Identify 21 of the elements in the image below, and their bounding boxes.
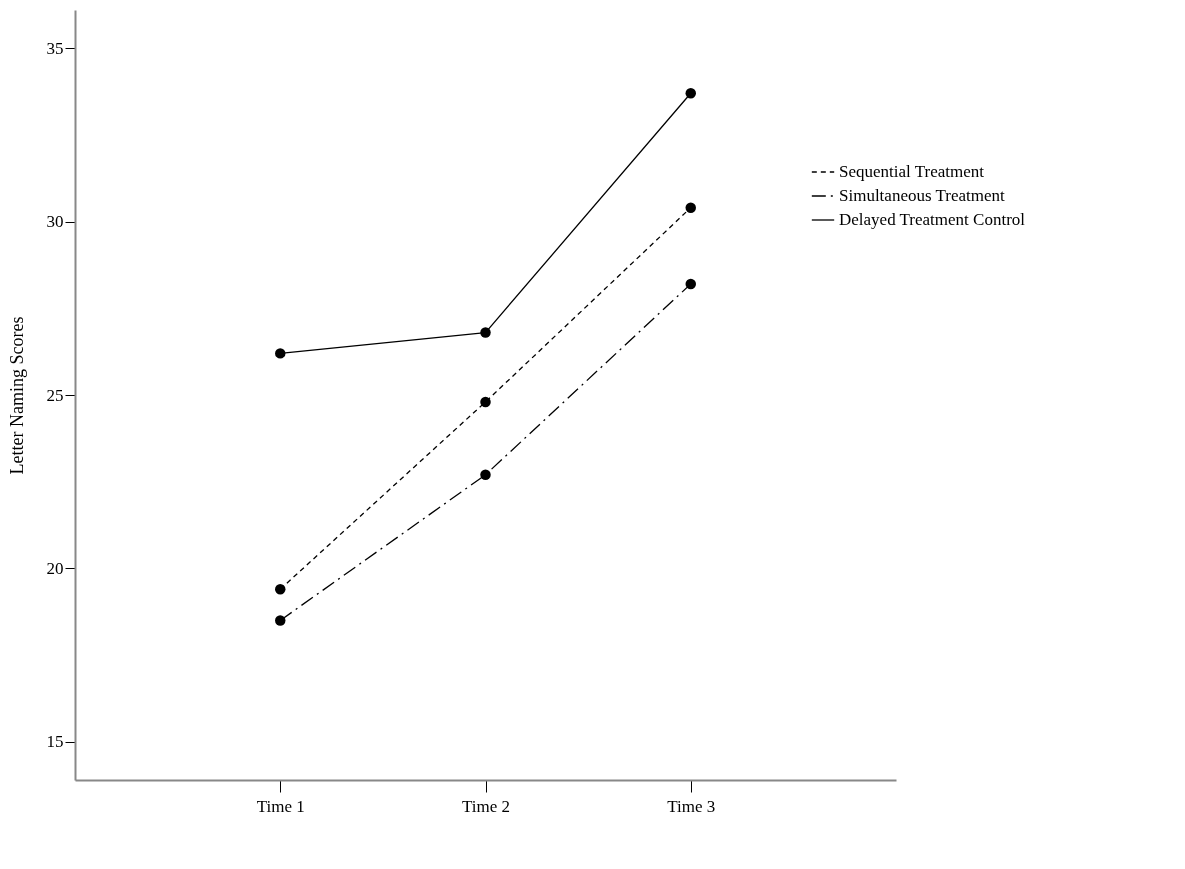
- point: [480, 469, 491, 481]
- x-tick-label: Time 1: [256, 796, 305, 816]
- y-tick-label: 30: [46, 212, 64, 232]
- point: [275, 615, 286, 626]
- legend-label: Simultaneous Treatment: [839, 186, 1006, 205]
- legend-label: Delayed Treatment Control: [839, 210, 1026, 229]
- y-tick-label: 20: [46, 558, 64, 578]
- point: [685, 202, 696, 213]
- point: [480, 396, 491, 408]
- x-tick-label: Time 2: [461, 796, 511, 816]
- y-axis-title: Letter Naming Scores: [6, 316, 27, 475]
- y-tick-label: 35: [46, 38, 64, 58]
- x-tick-label: Time 3: [667, 796, 716, 816]
- point: [275, 348, 286, 359]
- y-tick-label: 25: [46, 385, 64, 405]
- y-tick-label: 15: [46, 732, 64, 752]
- legend-label: Sequential Treatment: [839, 162, 985, 181]
- point: [685, 278, 696, 290]
- point: [685, 88, 696, 99]
- point: [275, 584, 286, 595]
- point: [480, 327, 491, 338]
